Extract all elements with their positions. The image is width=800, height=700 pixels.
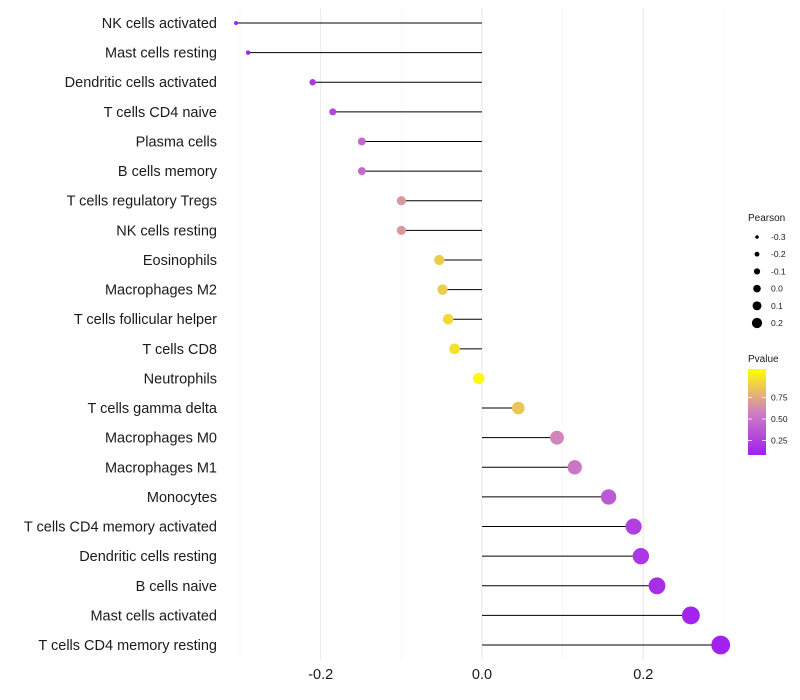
lollipop-point — [511, 401, 525, 415]
legend-pearson-label: -0.1 — [771, 266, 786, 276]
legend-pearson-label: 0.1 — [771, 301, 783, 311]
legend-pearson-label: 0.2 — [771, 318, 783, 328]
lollipop-point — [473, 372, 485, 385]
category-label: Macrophages M1 — [105, 460, 217, 476]
category-label: T cells CD8 — [142, 342, 217, 358]
lollipop-point — [437, 284, 448, 295]
legend-pearson-key — [753, 284, 761, 293]
legend-pearson-key — [755, 235, 759, 239]
category-label: Neutrophils — [144, 371, 217, 387]
lollipop-point — [681, 606, 700, 625]
lollipop-point — [711, 635, 731, 655]
category-label: Plasma cells — [136, 134, 217, 150]
lollipop-point — [600, 489, 617, 505]
category-label: NK cells activated — [102, 16, 217, 32]
category-label: Mast cells resting — [105, 46, 217, 62]
lollipop-point — [233, 20, 239, 26]
lollipop-point — [396, 225, 406, 235]
category-label: T cells CD4 memory activated — [24, 520, 217, 536]
lollipop-point — [245, 50, 251, 55]
category-label: T cells CD4 naive — [104, 105, 217, 121]
lollipop-point — [632, 547, 650, 565]
legend-pearson-key — [752, 301, 762, 311]
legend-pvalue-label: 0.25 — [771, 436, 788, 446]
category-label: T cells CD4 memory resting — [38, 638, 217, 654]
lollipop-point — [357, 167, 366, 176]
legend-pvalue-label: 0.75 — [771, 393, 788, 403]
category-label: B cells memory — [118, 164, 218, 180]
lollipop-point — [357, 137, 366, 146]
category-label: Macrophages M0 — [105, 431, 217, 447]
x-tick-label: -0.2 — [308, 667, 333, 683]
legend-pearson-key — [754, 251, 760, 257]
legend-pvalue-title: Pvalue — [748, 354, 779, 365]
legend-pvalue-colorbar — [748, 369, 766, 455]
legend-pearson-key — [753, 268, 761, 275]
lollipop-point — [442, 313, 454, 325]
category-label: Mast cells activated — [90, 608, 217, 624]
lollipop-point — [648, 577, 666, 595]
category-label: B cells naive — [136, 579, 217, 595]
legend-pearson-title: Pearson — [748, 213, 785, 224]
lollipop-point — [309, 79, 316, 86]
legend-pearson-label: 0.0 — [771, 284, 783, 294]
x-tick-label: 0.0 — [472, 667, 492, 683]
category-label: T cells regulatory Tregs — [67, 194, 217, 210]
lollipop-point — [329, 108, 337, 116]
lollipop-point — [449, 343, 460, 355]
legend-pearson-label: -0.3 — [771, 232, 786, 242]
lollipop-point — [434, 254, 445, 266]
category-label: T cells follicular helper — [74, 312, 217, 328]
category-label: Dendritic cells activated — [65, 75, 217, 91]
lollipop-point — [625, 518, 642, 535]
category-label: Eosinophils — [143, 253, 217, 269]
category-label: T cells gamma delta — [88, 401, 218, 417]
category-label: Dendritic cells resting — [79, 549, 217, 565]
category-label: Monocytes — [147, 490, 217, 506]
category-label: Macrophages M2 — [105, 283, 217, 299]
legend-pearson-key — [751, 317, 763, 329]
legend-pvalue-label: 0.50 — [771, 414, 788, 424]
lollipop-point — [550, 430, 564, 445]
lollipop-point — [396, 196, 406, 206]
x-tick-label: 0.2 — [633, 667, 653, 683]
lollipop-point — [567, 460, 582, 475]
category-label: NK cells resting — [116, 223, 217, 239]
legend-pearson-label: -0.2 — [771, 249, 786, 259]
